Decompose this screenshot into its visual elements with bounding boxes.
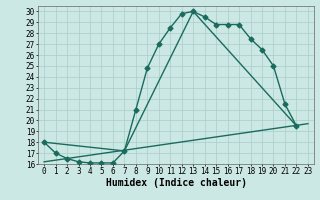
X-axis label: Humidex (Indice chaleur): Humidex (Indice chaleur) [106,178,246,188]
